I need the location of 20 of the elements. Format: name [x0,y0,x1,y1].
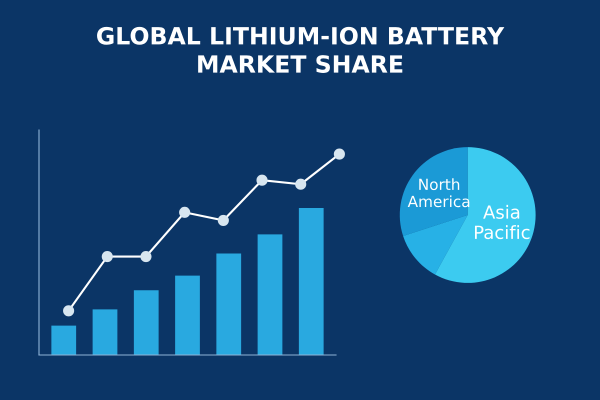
slice-label: Asia Pacific [474,204,530,240]
point [179,206,190,218]
bar [92,309,118,355]
bar [134,290,159,355]
bar [258,234,282,355]
point [295,178,306,190]
point [334,148,345,160]
bar [175,276,200,355]
pie-slice [403,215,468,275]
point [140,251,152,262]
point [102,251,113,262]
bar [216,254,242,355]
point [218,214,229,226]
point [63,305,74,316]
slice-label: North America [408,178,470,208]
chart-title: GLOBAL LITHIUM-ION BATTERY MARKET SHARE [97,26,504,73]
bar [51,326,76,355]
bar [298,208,324,355]
point [256,174,268,186]
pie-slice [400,147,468,236]
